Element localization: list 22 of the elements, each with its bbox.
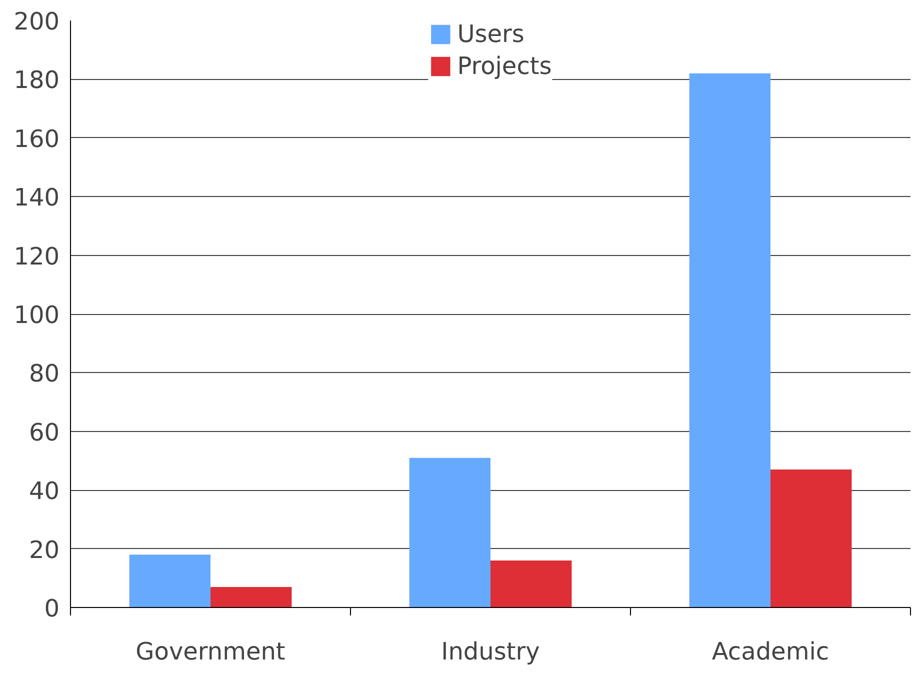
bar: [210, 586, 292, 608]
y-tick-label: 80: [28, 360, 60, 388]
bar: [409, 458, 490, 608]
y-tick-label: 0: [44, 594, 60, 622]
y-tick-label: 200: [14, 8, 60, 36]
y-tick-label: 160: [14, 124, 60, 153]
bar: [770, 470, 852, 608]
y-tick-label: 20: [28, 536, 60, 564]
y-tick-label: 100: [14, 301, 60, 329]
bar: [689, 73, 770, 608]
y-tick-label: 60: [28, 418, 60, 446]
y-tick-label: 120: [14, 242, 60, 270]
x-tick-label: Government: [136, 638, 286, 666]
y-tick-label: 140: [14, 184, 60, 212]
legend-label: Projects: [457, 52, 552, 80]
x-tick-label: Academic: [712, 638, 830, 666]
y-tick-label: 180: [14, 66, 60, 94]
bar: [129, 554, 210, 608]
x-tick-label: Industry: [441, 638, 540, 666]
legend-label: Users: [457, 20, 524, 48]
y-tick-label: 40: [28, 477, 60, 506]
bar: [490, 560, 572, 608]
